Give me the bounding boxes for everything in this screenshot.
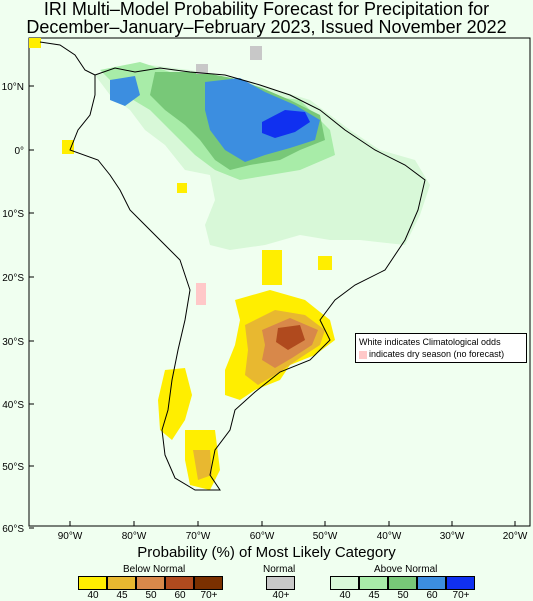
lon-label: 60°W [250,531,275,542]
lat-label: 10°S [2,209,24,220]
normal-category-patch [196,64,208,74]
note-dry-text: indicates dry season (no forecast) [369,349,505,359]
below-normal-value: 50 [145,590,157,601]
lat-label: 0° [14,146,24,157]
lat-label: 60°S [2,524,24,535]
below-normal-swatch [194,576,223,590]
below-normal-value: 45 [116,590,128,601]
lon-label: 80°W [122,531,147,542]
lon-label: 30°W [440,531,465,542]
lon-label: 20°W [503,531,528,542]
normal-swatch [266,576,295,590]
lat-label: 10°N [2,82,24,93]
normal-value: 40+ [272,590,290,601]
dry-season-swatch [359,350,367,359]
below-normal-small-patch-5 [262,250,282,285]
legend-normal-label: Normal [263,564,296,575]
below-normal-60-region [276,325,305,350]
above-normal-value: 60 [426,590,438,601]
coastlines [39,41,426,491]
below-normal-small-patch-2 [318,256,332,270]
map-title-line1: IRI Multi–Model Probability Forecast for… [43,0,490,19]
dry-season-patch [196,283,206,305]
south-america-outline [69,67,426,491]
below-normal-swatch [78,576,107,590]
above-normal-value: 50 [397,590,409,601]
below-normal-swatch [165,576,194,590]
legend-below-label: Below Normal [123,564,186,575]
above-normal-60-region [205,78,320,162]
above-normal-swatch [359,576,388,590]
longitude-labels: 90°W 80°W 70°W 60°W 50°W 40°W 30°W 20°W [58,521,528,542]
lon-label: 50°W [313,531,338,542]
below-normal-value: 40 [87,590,99,601]
legend-note-box: White indicates Climatological odds indi… [355,333,527,363]
below-normal-small-patch-3 [62,140,74,154]
below-normal-south-patch-orange [193,450,212,480]
lon-label: 40°W [377,531,402,542]
above-normal-70-region [262,110,310,138]
below-normal-value: 60 [174,590,186,601]
below-normal-patagonia [158,368,192,440]
above-normal-value: 70+ [452,590,470,601]
above-normal-value: 40 [339,590,351,601]
above-normal-venezuela-patch [110,76,140,106]
below-normal-small-patch-4 [29,38,41,48]
below-normal-swatch [136,576,165,590]
lon-label: 70°W [186,531,211,542]
below-normal-small-patch [177,183,187,193]
forecast-shading [29,38,430,490]
normal-category-patch-north [250,46,262,60]
central-america-outline [39,41,96,76]
lat-label: 40°S [2,400,24,411]
above-normal-swatch [330,576,359,590]
latitude-labels: 10°N 0° 10°S 20°S 30°S 40°S 50°S 60°S [2,82,34,535]
note-white-line: White indicates Climatological odds [359,337,501,347]
legend-title: Probability (%) of Most Likely Category [137,544,396,561]
map-frame [28,37,531,527]
lat-label: 30°S [2,337,24,348]
above-normal-swatch [446,576,475,590]
legend-above-label: Above Normal [374,564,438,575]
lon-label: 90°W [58,531,83,542]
above-normal-swatch [417,576,446,590]
below-normal-swatch [107,576,136,590]
note-dry-line: indicates dry season (no forecast) [359,348,523,360]
below-normal-value: 70+ [200,590,218,601]
lat-label: 20°S [2,273,24,284]
map-title-line2: December–January–February 2023, Issued N… [26,17,507,37]
above-normal-swatch [388,576,417,590]
lat-label: 50°S [2,462,24,473]
above-normal-value: 45 [368,590,380,601]
